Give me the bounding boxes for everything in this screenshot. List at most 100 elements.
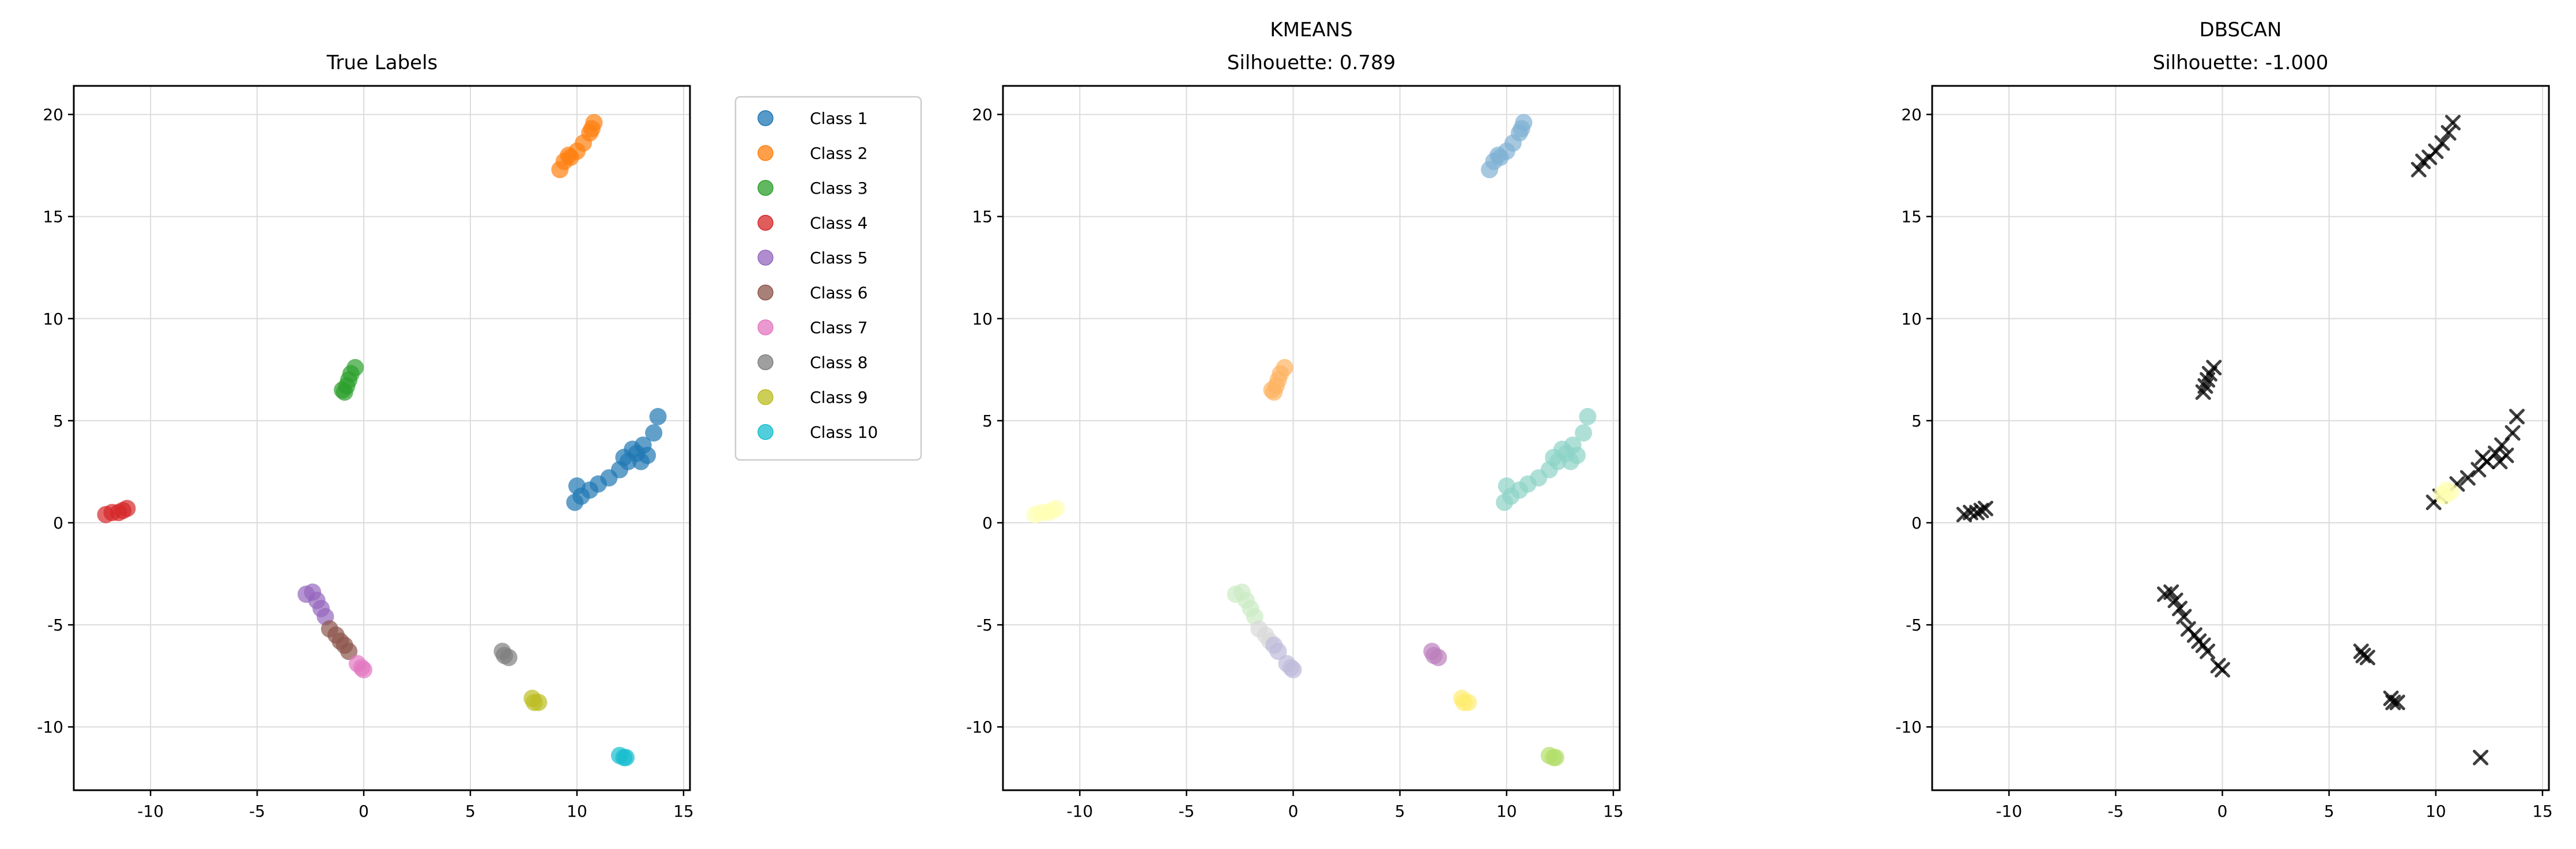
x-tick-label: 5 xyxy=(1395,802,1405,821)
legend-label: Class 8 xyxy=(810,353,868,372)
noise-point xyxy=(2411,161,2427,178)
plot-frame xyxy=(73,85,691,791)
data-point xyxy=(1579,407,1597,425)
axis-ticks: -10 -5 0 5 10 15 -10 -5 0 5 10 15 20 xyxy=(966,105,1623,821)
legend-item: Class 10 xyxy=(757,423,878,442)
plot-frame xyxy=(1002,85,1621,791)
data-point xyxy=(1276,359,1293,376)
y-tick-label: 5 xyxy=(982,412,993,431)
panel-title: True Labels xyxy=(326,51,437,74)
data-point xyxy=(1547,749,1564,767)
legend-item: Class 1 xyxy=(757,109,868,128)
x-tick-label: 10 xyxy=(1496,802,1517,821)
data-point xyxy=(1284,661,1302,679)
data-point xyxy=(118,500,136,518)
scatter-series xyxy=(1956,115,2525,765)
legend-item: Class 7 xyxy=(757,318,868,337)
legend-marker xyxy=(757,110,774,126)
y-tick-label: -10 xyxy=(1895,718,1922,737)
scatter-series xyxy=(334,359,364,401)
x-tick-label: 15 xyxy=(673,802,694,821)
data-point xyxy=(632,452,650,470)
noise-point xyxy=(2163,584,2179,600)
y-tick-label: -5 xyxy=(47,616,63,635)
x-tick-label: 10 xyxy=(567,802,587,821)
data-point xyxy=(568,477,586,495)
noise-point xyxy=(2359,650,2375,666)
legend-label: Class 4 xyxy=(810,214,868,233)
legend-marker xyxy=(757,424,774,440)
data-point xyxy=(1498,477,1515,495)
data-point xyxy=(355,661,373,679)
data-point xyxy=(1575,424,1593,442)
legend-marker xyxy=(757,214,774,231)
grid-lines xyxy=(74,86,690,790)
noise-point xyxy=(2509,409,2525,425)
noise-point xyxy=(2505,425,2521,441)
x-tick-label: -5 xyxy=(249,802,265,821)
y-tick-label: 15 xyxy=(43,207,63,227)
noise-point xyxy=(2441,124,2457,141)
y-tick-label: 10 xyxy=(43,310,63,329)
y-tick-label: 10 xyxy=(972,310,993,329)
scatter-series xyxy=(1227,583,1264,625)
x-tick-label: -5 xyxy=(1178,802,1194,821)
legend-item: Class 5 xyxy=(757,248,868,267)
data-point xyxy=(1459,693,1477,711)
legend: Class 1 Class 2 Class 3 Class 4 Class 5 Class… xyxy=(734,96,922,461)
data-point xyxy=(1263,381,1281,399)
x-tick-label: -10 xyxy=(1996,802,2022,821)
scatter-series xyxy=(1453,689,1477,711)
legend-item: Class 8 xyxy=(757,353,868,372)
data-points xyxy=(1026,114,1597,767)
noise-point xyxy=(1978,500,1994,516)
y-tick-label: -10 xyxy=(37,718,63,737)
legend-marker xyxy=(757,145,774,161)
x-tick-label: 15 xyxy=(2532,802,2553,821)
y-tick-label: 5 xyxy=(1911,412,1922,431)
legend-marker xyxy=(757,250,774,266)
grid-lines xyxy=(1932,86,2549,790)
noise-point xyxy=(2389,695,2405,711)
legend-marker xyxy=(757,180,774,196)
noise-point xyxy=(2492,454,2508,470)
data-point xyxy=(500,648,518,666)
legend-item: Class 4 xyxy=(757,214,868,233)
scatter-series xyxy=(2433,481,2460,505)
y-tick-label: -5 xyxy=(1906,616,1922,635)
data-point xyxy=(617,749,635,767)
scatter-series xyxy=(1423,643,1447,666)
x-tick-label: -10 xyxy=(137,802,164,821)
legend-label: Class 1 xyxy=(810,109,868,128)
scatter-series xyxy=(297,583,334,625)
data-point xyxy=(1553,440,1571,458)
legend-label: Class 2 xyxy=(810,144,868,163)
legend-item: Class 2 xyxy=(757,144,868,163)
scatter-series xyxy=(1265,636,1302,679)
y-tick-label: 5 xyxy=(53,412,63,431)
legend-label: Class 5 xyxy=(810,248,868,267)
noise-point xyxy=(1973,503,1989,519)
scatter-series xyxy=(97,500,136,523)
noise-point xyxy=(2215,662,2231,678)
scatter-series xyxy=(566,407,667,511)
noise-point xyxy=(1969,504,1985,520)
data-point xyxy=(1562,452,1579,470)
data-point xyxy=(645,424,663,442)
legend-label: Class 3 xyxy=(810,179,868,198)
noise-point xyxy=(2171,601,2187,617)
legend-marker xyxy=(757,389,774,405)
y-tick-label: 10 xyxy=(1901,310,1922,329)
data-point xyxy=(560,146,578,164)
scatter-panel-true-labels: True Labels -10 -5 0 5 10 15 -10 -5 0 5 10 15 20 xyxy=(37,51,693,821)
legend-marker xyxy=(757,354,774,371)
legend-item: Class 3 xyxy=(757,179,868,198)
legend-marker xyxy=(757,284,774,301)
y-tick-label: 0 xyxy=(982,514,993,533)
data-point xyxy=(583,120,601,138)
grid-lines xyxy=(1003,86,1620,790)
data-point xyxy=(1047,500,1065,518)
scatter-panel-kmeans: KMEANS Silhouette: 0.789 -10 -5 0 5 10 15-10-… xyxy=(966,18,1623,821)
panel-subtitle: Silhouette: 0.789 xyxy=(1227,51,1396,74)
data-point xyxy=(1269,643,1287,661)
